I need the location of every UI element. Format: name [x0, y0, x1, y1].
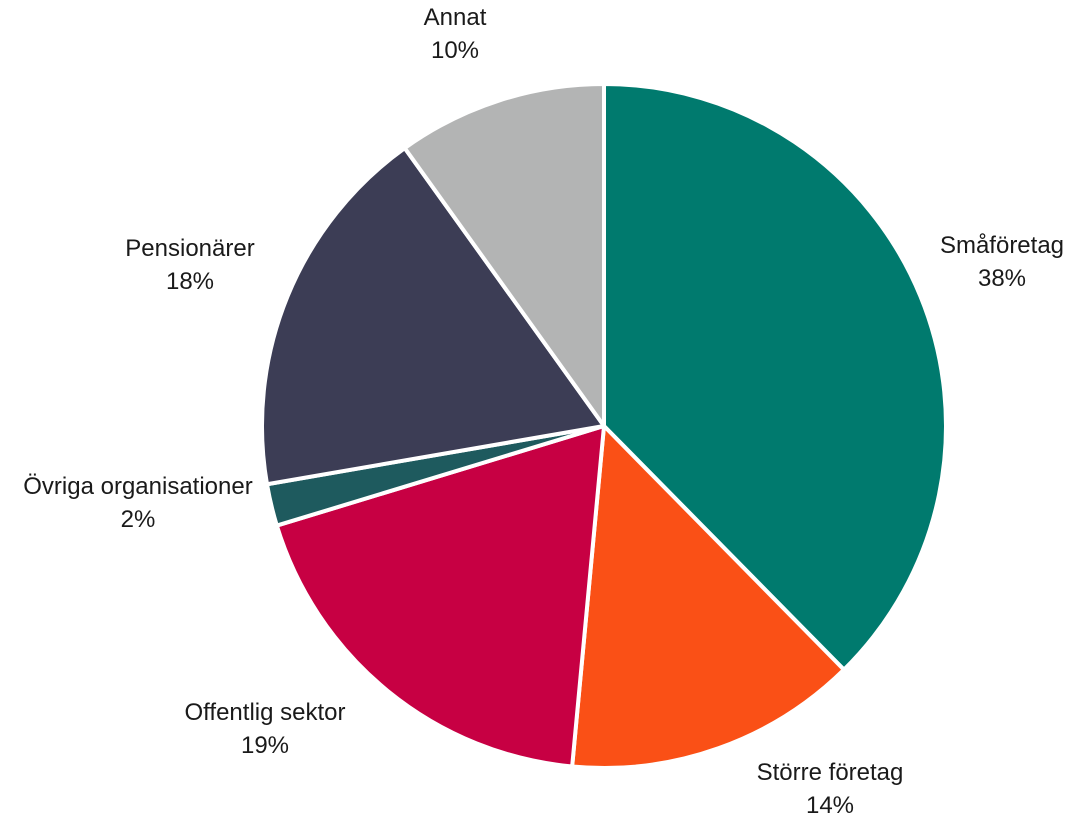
slice-value-label-smaforetag: 38% [978, 265, 1026, 292]
pie-slice-pensionarer [260, 146, 606, 487]
pie-slice-storre-foretag [570, 424, 846, 770]
slice-label-smaforetag: Småföretag [940, 232, 1064, 259]
slice-value-label-storre-foretag: 14% [806, 792, 854, 819]
slice-label-annat: Annat [424, 4, 487, 31]
slice-label-offentlig-sektor: Offentlig sektor [185, 699, 346, 726]
slice-value-label-ovriga-organisationer: 2% [121, 506, 156, 533]
slice-value-label-pensionarer: 18% [166, 268, 214, 295]
slice-label-ovriga-organisationer: Övriga organisationer [23, 473, 252, 500]
pie-slice-offentlig-sektor [274, 424, 606, 769]
slice-value-label-annat: 10% [431, 37, 479, 64]
slice-value-label-offentlig-sektor: 19% [241, 732, 289, 759]
pie-slice-smaforetag [602, 82, 948, 672]
slice-label-pensionarer: Pensionärer [125, 235, 254, 262]
pie-labels: Småföretag 38% Större företag 14% Offentlig … [23, 4, 1064, 819]
pie-slice-annat [402, 82, 606, 428]
pie-slices [260, 82, 948, 770]
slice-label-storre-foretag: Större företag [757, 759, 904, 786]
